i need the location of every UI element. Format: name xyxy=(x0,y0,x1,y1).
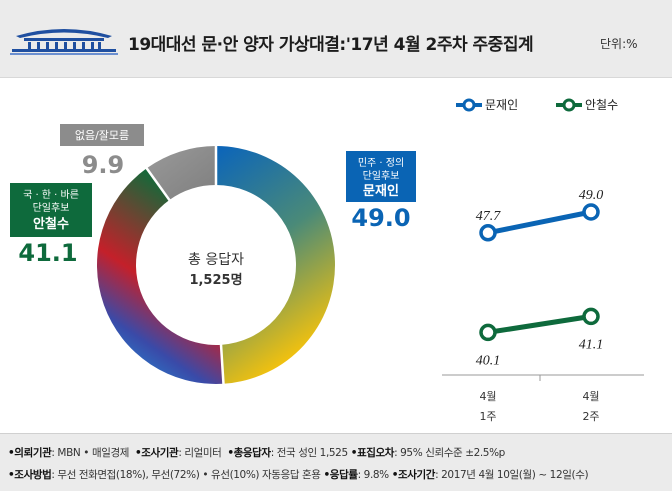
legend-moon-marker xyxy=(462,98,476,112)
data-point xyxy=(582,203,600,221)
legend-ahn-label: 안철수 xyxy=(585,98,618,112)
donut-chart: 총 응답자 1,525명 xyxy=(97,145,336,385)
page-title: 19대대선 문·안 양자 가상대결:'17년 4월 2주차 주중집계 xyxy=(128,35,534,55)
footer-value: : 무선 전화면접(18%), 무선(72%) • 유선(10%) 자동응답 혼… xyxy=(51,469,321,481)
donut-center-value: 1,525명 xyxy=(189,272,242,288)
footer-value: : 전국 성인 1,525 xyxy=(270,447,348,459)
footer-key: •조사방법 xyxy=(8,469,52,481)
legend: 문재인 안철수 xyxy=(456,98,618,112)
footer-key: •표집오차 xyxy=(350,447,395,459)
x-tick-label: 4월 xyxy=(582,390,599,403)
series-line-0 xyxy=(487,209,592,236)
footer-value: : 9.8% xyxy=(357,469,390,481)
footer-key: •응답률 xyxy=(323,469,358,481)
line-chart: 문재인 안철수 47.7 49.0 40.1 41.1 4월 1주 4월 2주 xyxy=(442,98,644,423)
footer-value: : 95% 신뢰수준 ±2.5%p xyxy=(394,447,505,459)
slice-undecided xyxy=(146,146,216,200)
footer-key: •의뢰기관 xyxy=(8,447,52,459)
x-tick-label: 4월 xyxy=(479,390,496,403)
slice-moon xyxy=(216,146,336,384)
data-label: 49.0 xyxy=(579,188,604,203)
footer-value: : MBN • 매일경제 xyxy=(51,447,130,459)
footer-value: : 2017년 4월 10일(월) ~ 12일(수) xyxy=(435,469,589,481)
data-label: 41.1 xyxy=(579,337,604,352)
data-label: 47.7 xyxy=(476,209,502,224)
footer-key: •총응답자 xyxy=(227,447,271,459)
footer-value: : 리얼미터 xyxy=(178,447,222,459)
chart-area: 총 응답자 1,525명 민주 · 정의 단일후보 문재인 49.0 국 · 한… xyxy=(10,98,644,423)
header-bar: 19대대선 문·안 양자 가상대결:'17년 4월 2주차 주중집계 단위:% xyxy=(0,0,672,78)
slice-ahn xyxy=(97,168,224,384)
x-tick-label: 1주 xyxy=(479,410,496,423)
undecided-callout: 없음/잘모름 9.9 xyxy=(60,124,144,179)
footer-key: •조사기관 xyxy=(134,447,179,459)
data-point xyxy=(479,224,497,242)
ahn-value-label: 41.1 xyxy=(18,239,77,267)
ahn-callout: 국 · 한 · 바른 단일후보 안철수 41.1 xyxy=(10,183,92,267)
footer-line-1: •의뢰기관: MBN • 매일경제 •조사기관: 리얼미터 •총응답자: 전국 … xyxy=(8,445,505,460)
slice-separator xyxy=(145,166,171,202)
unit-label: 단위:% xyxy=(600,37,638,51)
line-series-layer: 47.7 49.0 40.1 41.1 xyxy=(476,188,604,368)
data-point xyxy=(582,307,600,326)
blue-house-logo-icon xyxy=(10,29,118,55)
moon-tag-line1: 민주 · 정의 xyxy=(358,157,404,169)
undecided-label: 없음/잘모름 xyxy=(75,129,129,142)
moon-tag-line2: 단일후보 xyxy=(363,170,400,182)
data-label: 40.1 xyxy=(476,353,501,368)
legend-moon-label: 문재인 xyxy=(485,98,518,112)
footer-key: •조사기간 xyxy=(391,469,436,481)
moon-callout: 민주 · 정의 단일후보 문재인 49.0 xyxy=(346,151,416,232)
slice-separator xyxy=(219,343,225,385)
footer-notes: •의뢰기관: MBN • 매일경제 •조사기관: 리얼미터 •총응답자: 전국 … xyxy=(0,433,672,491)
data-point xyxy=(479,323,497,342)
legend-ahn-marker xyxy=(562,98,576,112)
x-tick-label: 2주 xyxy=(582,410,599,423)
moon-name: 문재인 xyxy=(363,183,399,199)
donut-center-label: 총 응답자 xyxy=(188,252,244,268)
ahn-tag-line1: 국 · 한 · 바른 xyxy=(23,189,79,201)
ahn-name: 안철수 xyxy=(33,216,69,232)
moon-value-label: 49.0 xyxy=(351,204,410,232)
undecided-value-label: 9.9 xyxy=(82,151,125,179)
series-line-1 xyxy=(487,313,592,335)
x-axis-labels: 4월 1주 4월 2주 xyxy=(479,390,599,423)
ahn-tag-line2: 단일후보 xyxy=(33,202,70,214)
footer-line-2: •조사방법: 무선 전화면접(18%), 무선(72%) • 유선(10%) 자… xyxy=(8,467,589,482)
